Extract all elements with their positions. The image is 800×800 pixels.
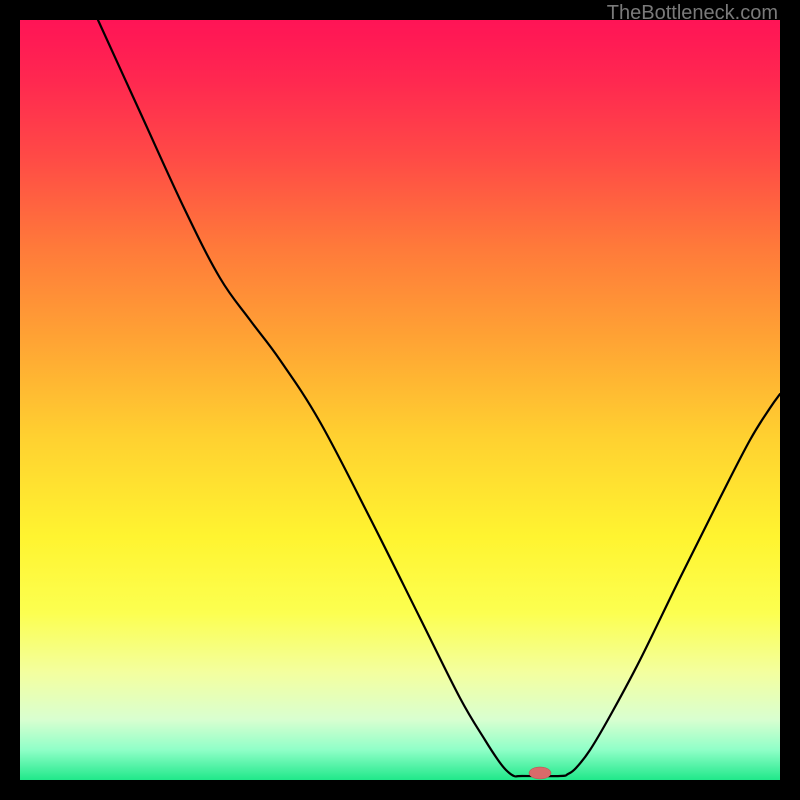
watermark-text: TheBottleneck.com: [607, 2, 778, 24]
gradient-background: [20, 20, 780, 780]
chart-svg: [20, 20, 780, 780]
bottleneck-chart: [20, 20, 780, 780]
optimal-marker: [529, 767, 551, 779]
watermark-label: TheBottleneck.com: [607, 2, 778, 25]
